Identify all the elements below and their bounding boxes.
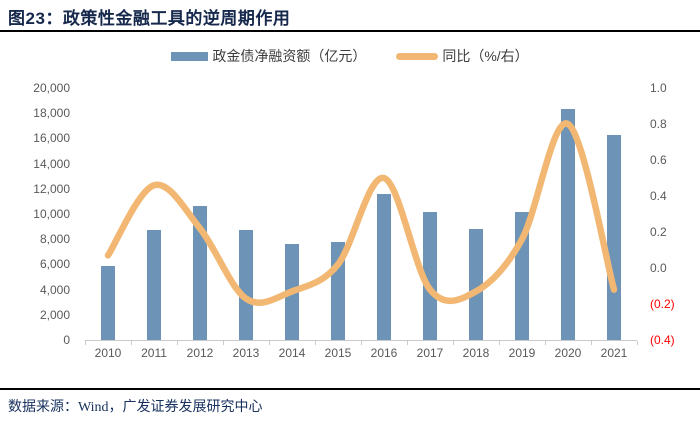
bar-2020 xyxy=(561,109,575,340)
left-axis-tick-label: 12,000 xyxy=(33,181,70,196)
bar-2017 xyxy=(423,212,437,340)
left-axis-tick-label: 10,000 xyxy=(33,207,70,221)
x-axis-tick xyxy=(637,341,638,345)
chart-legend: 政金债净融资额（亿元） 同比（%/右） xyxy=(0,46,700,66)
left-axis-tick-label: 14,000 xyxy=(33,156,70,171)
x-axis-tick-label: 2021 xyxy=(600,346,628,360)
x-axis-tick xyxy=(131,341,132,345)
x-axis-tick-label: 2012 xyxy=(186,346,214,360)
right-axis-tick-label: 0.2 xyxy=(650,225,667,239)
right-axis-tick-label: (0.2) xyxy=(650,297,675,311)
x-axis-tick xyxy=(177,341,178,345)
left-axis-tick-label: 6,000 xyxy=(39,257,70,272)
right-axis-tick-label: 0.6 xyxy=(650,153,667,167)
x-axis-tick-label: 2014 xyxy=(278,346,306,360)
bar-2012 xyxy=(193,206,207,340)
x-axis-tick xyxy=(269,341,270,345)
x-axis-tick-label: 2017 xyxy=(416,346,444,360)
x-axis-tick-label: 2010 xyxy=(94,346,122,360)
left-axis-tick-label: 18,000 xyxy=(33,106,70,121)
left-axis-tick-label: 4,000 xyxy=(39,282,70,297)
x-axis-tick xyxy=(453,341,454,345)
x-axis-tick-label: 2013 xyxy=(232,346,260,360)
left-axis-tick-label: 2,000 xyxy=(39,307,70,322)
bar-2016 xyxy=(377,193,391,340)
x-axis-tick xyxy=(499,341,500,345)
line-series-swatch-icon xyxy=(396,52,439,60)
x-axis-tick xyxy=(85,341,86,345)
x-axis-tick-label: 2020 xyxy=(554,346,582,360)
bar-2010 xyxy=(101,265,115,340)
x-axis-tick-label: 2015 xyxy=(324,346,352,360)
x-axis-tick-label: 2011 xyxy=(141,346,167,360)
x-axis-tick xyxy=(545,341,546,345)
left-axis-tick-label: 8,000 xyxy=(39,232,70,247)
x-axis-tick-label: 2016 xyxy=(370,346,398,360)
right-axis-tick-label: 0.0 xyxy=(650,261,667,275)
left-axis-tick-label: 20,000 xyxy=(33,81,70,95)
legend-item-line-series: 同比（%/右） xyxy=(396,46,529,66)
legend-line-label: 同比（%/右） xyxy=(442,48,529,64)
bar-series-swatch-icon xyxy=(171,51,209,61)
right-axis-tick-label: 0.4 xyxy=(650,189,667,203)
title-underline xyxy=(0,30,700,32)
left-axis-tick-label: 0 xyxy=(63,333,70,347)
right-axis-tick-label: 0.8 xyxy=(650,117,667,131)
legend-bar-label: 政金债净融资额（亿元） xyxy=(212,48,367,64)
bar-2013 xyxy=(239,230,253,340)
right-axis-tick-label: 1.0 xyxy=(650,81,667,95)
data-source-note: 数据来源：Wind，广发证券发展研究中心 xyxy=(8,400,263,415)
bar-2011 xyxy=(147,230,161,340)
left-axis-tick-label: 16,000 xyxy=(33,131,70,146)
x-axis-tick xyxy=(591,341,592,345)
yoy-line xyxy=(104,120,618,306)
right-axis-tick-label: (0.4) xyxy=(650,333,675,347)
figure-title: 图23：政策性金融工具的逆周期作用 xyxy=(8,9,291,28)
footer-divider xyxy=(0,388,700,390)
x-axis-tick-label: 2019 xyxy=(508,346,536,360)
legend-item-bar-series: 政金债净融资额（亿元） xyxy=(171,46,366,66)
x-axis-tick xyxy=(223,341,224,345)
bar-2018 xyxy=(469,229,483,340)
x-axis-tick xyxy=(361,341,362,345)
x-axis-tick-label: 2018 xyxy=(462,346,490,360)
x-axis-line xyxy=(85,340,637,341)
x-axis-tick xyxy=(407,341,408,345)
x-axis-tick xyxy=(315,341,316,345)
